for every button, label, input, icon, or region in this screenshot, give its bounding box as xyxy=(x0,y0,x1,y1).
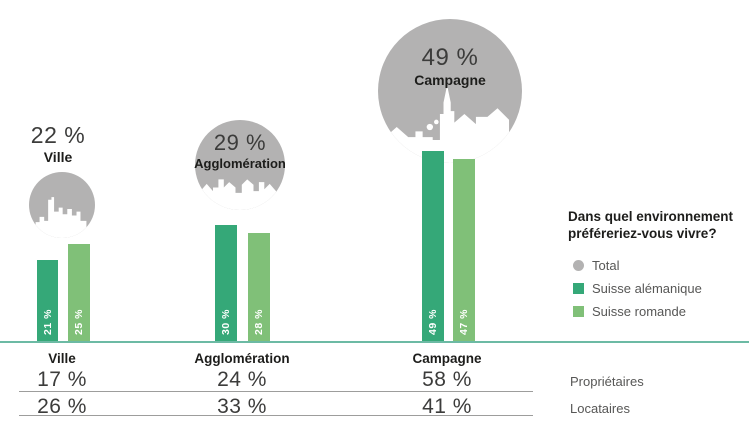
bar-value-label: 28 % xyxy=(253,309,265,335)
table-cell: 26 % xyxy=(37,395,87,418)
table-cell: 24 % xyxy=(217,368,267,391)
romande-swatch-icon xyxy=(573,305,584,317)
table-cell: 17 % xyxy=(37,368,87,391)
ville-total-value: 22 % xyxy=(30,122,86,148)
axis-baseline xyxy=(0,341,749,343)
alemanique-swatch-icon xyxy=(573,282,584,294)
legend-label: Suisse romande xyxy=(592,303,686,319)
bar-value-label: 25 % xyxy=(73,309,85,335)
agglomeration-caption: 29 % Agglomération xyxy=(190,132,290,172)
table-cell: 33 % xyxy=(217,395,267,418)
chart-title-line1: Dans quel environnement xyxy=(568,209,734,224)
agglomeration-label: Agglomération xyxy=(194,156,286,171)
legend-item-suisse-alemanique: Suisse alémanique xyxy=(573,280,702,296)
table-divider xyxy=(19,391,533,392)
bar-value-label: 47 % xyxy=(458,309,470,335)
total-bubble-icon xyxy=(573,259,584,271)
table-cell: 58 % xyxy=(422,368,472,391)
bar-ville-alemanique: 21 % xyxy=(37,260,58,342)
bar-value-label: 21 % xyxy=(41,309,54,335)
bar-agglomeration-alemanique: 30 % xyxy=(215,225,237,342)
campagne-label: Campagne xyxy=(414,72,486,88)
town-skyline-icon xyxy=(195,120,285,210)
table-row-label-locataires: Locataires xyxy=(570,401,630,416)
agglomeration-total-value: 29 % xyxy=(213,130,267,155)
legend-label: Total xyxy=(592,257,620,273)
bar-ville-romande: 25 % xyxy=(68,244,90,342)
table-header-campagne: Campagne xyxy=(412,351,482,366)
chart-title-line2: préféreriez-vous vivre? xyxy=(568,225,717,241)
bar-campagne-romande: 47 % xyxy=(453,159,475,342)
legend-item-suisse-romande: Suisse romande xyxy=(573,303,686,319)
bar-value-label: 30 % xyxy=(220,309,232,335)
ville-caption: 22 % Ville xyxy=(8,124,108,167)
table-row-label-proprietaires: Propriétaires xyxy=(570,374,644,389)
chart-title: Dans quel environnement préféreriez-vous… xyxy=(568,209,733,242)
bar-campagne-alemanique: 49 % xyxy=(422,151,444,342)
bar-value-label: 49 % xyxy=(427,309,439,335)
legend-item-total: Total xyxy=(573,257,620,273)
table-divider xyxy=(19,415,533,416)
legend-label: Suisse alémanique xyxy=(592,280,702,296)
campagne-total-value: 49 % xyxy=(421,44,479,71)
table-header-agglomeration: Agglomération xyxy=(194,351,290,366)
village-church-icon xyxy=(378,19,522,163)
city-skyline-icon xyxy=(29,172,95,238)
bar-agglomeration-romande: 28 % xyxy=(248,233,270,342)
table-header-ville: Ville xyxy=(48,351,76,366)
table-cell: 41 % xyxy=(422,395,472,418)
campagne-caption: 49 % Campagne xyxy=(400,46,500,90)
ville-label: Ville xyxy=(43,149,73,165)
